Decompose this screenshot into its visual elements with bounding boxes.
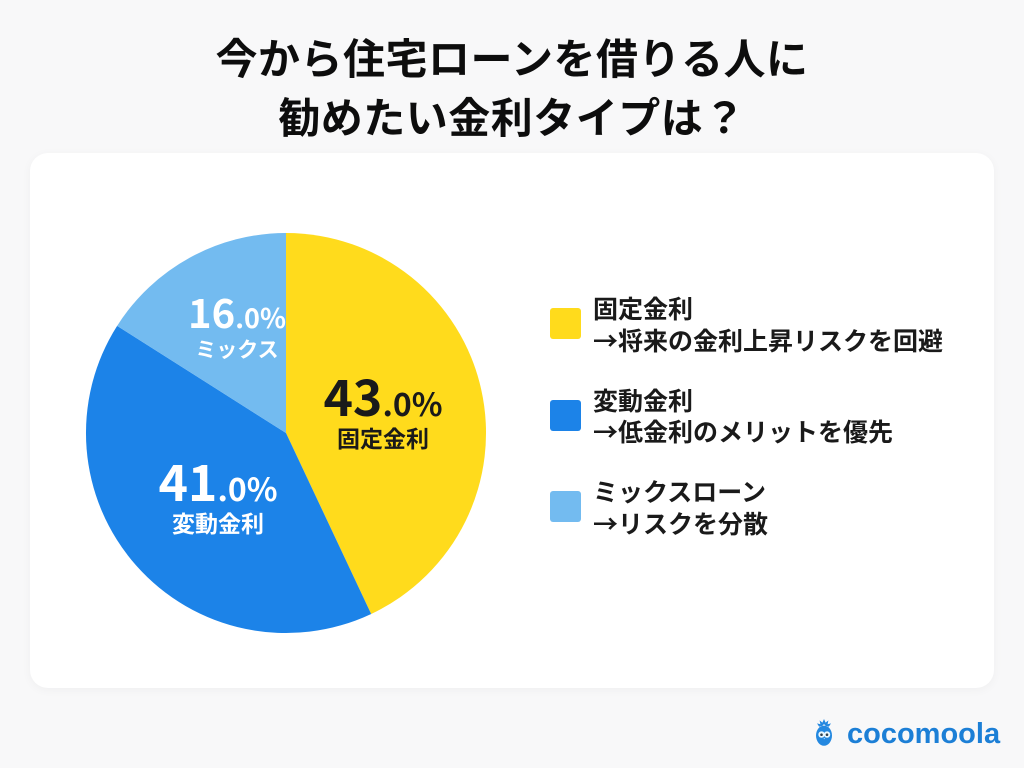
svg-text:ミックス: ミックス: [195, 334, 278, 364]
svg-text:変動金利: 変動金利: [172, 505, 264, 539]
svg-text:固定金利: 固定金利: [337, 420, 429, 454]
